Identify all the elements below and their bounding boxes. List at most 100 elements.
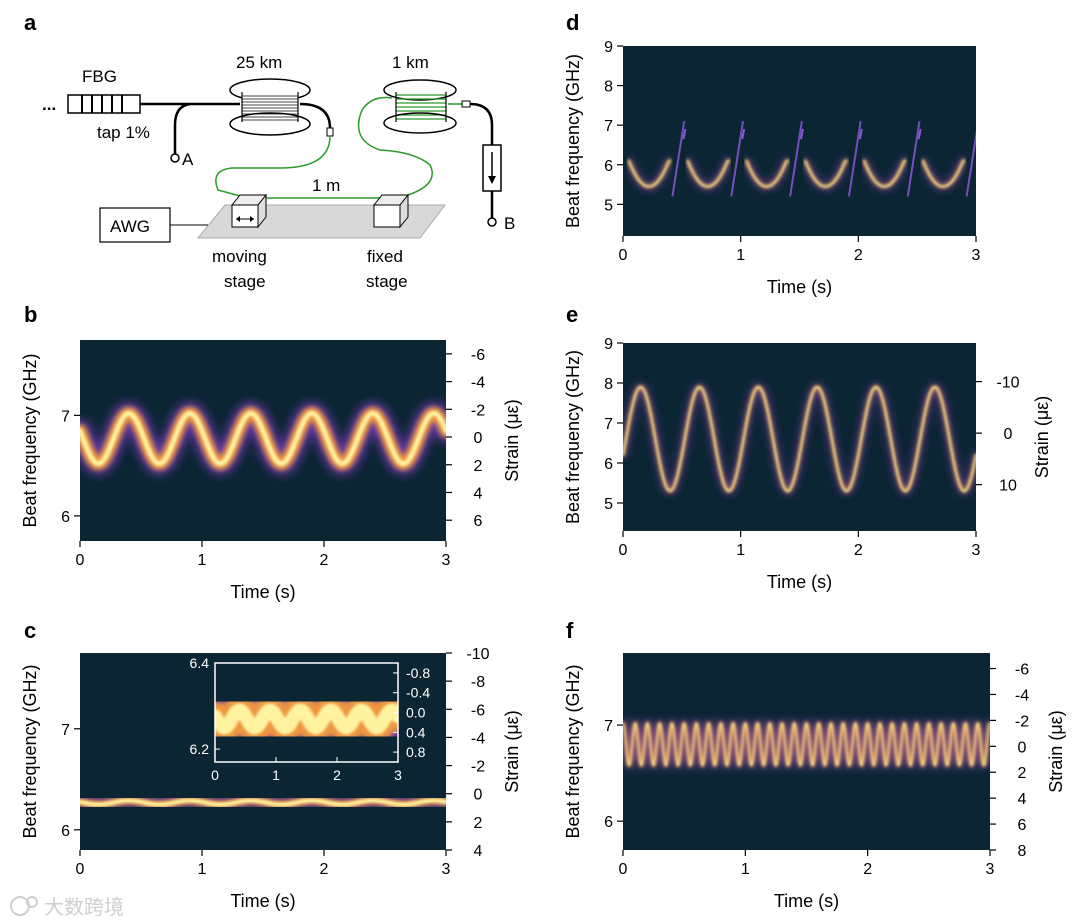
moving-stage-icon (230, 193, 268, 229)
ghost-dash (858, 128, 863, 140)
x-tick-label: 1 (741, 861, 750, 878)
trace-fragment (802, 158, 850, 190)
y-axis-label: Beat frequency (GHz) (563, 350, 583, 524)
strain-axis-label: Strain (με) (1032, 396, 1052, 478)
point-a-icon (170, 153, 180, 163)
x-axis-label: Time (s) (767, 277, 832, 297)
y-tick-label: 7 (61, 722, 70, 739)
trace-e (623, 384, 976, 494)
panel-letter-c: c (24, 618, 36, 643)
trace-fragment (626, 158, 673, 190)
x-tick-label: 0 (619, 247, 628, 264)
x-axis-label: Time (s) (774, 891, 839, 911)
panel-e: e 9 8 7 6 5 0 1 2 3 -10 0 10 Strain (με) Beat frequenc… (563, 302, 1052, 592)
isolator-icon (482, 144, 502, 192)
ghost-dash (741, 128, 746, 140)
y-tick-label: 7 (604, 718, 613, 735)
spool-1km-label: 1 km (392, 53, 429, 72)
inset-x-tick-label: 3 (394, 767, 402, 783)
x-tick-label: 0 (619, 861, 628, 878)
x-tick-label: 2 (320, 861, 329, 878)
strain-axis-label: Strain (με) (502, 710, 522, 792)
strain-tick-label: 0 (1004, 426, 1013, 443)
awg-label: AWG (110, 217, 150, 236)
x-tick-label: 0 (76, 552, 85, 569)
y-axis-label: Beat frequency (GHz) (20, 664, 40, 838)
x-tick-label: 1 (736, 542, 745, 559)
trace-fragment (685, 158, 732, 190)
x-tick-label: 0 (76, 861, 85, 878)
x-axis-label: Time (s) (230, 582, 295, 602)
plot-panels: b 7 6 0 1 2 3 -6 -4 -2 0 2 4 6 Strain (με) Beat frequen… (20, 10, 1066, 911)
y-tick-label: 8 (604, 79, 613, 96)
strain-tick-label: -6 (471, 702, 485, 719)
y-tick-label: 6 (604, 456, 613, 473)
strain-tick-label: 0 (474, 787, 483, 804)
strain-axis-label: Strain (με) (502, 399, 522, 481)
strain-axis-label: Strain (με) (1046, 710, 1066, 792)
strain-tick-label: -4 (1015, 687, 1029, 704)
ghost-dash (917, 128, 922, 140)
strain-tick-label: 4 (1018, 791, 1027, 808)
fixed-stage-label-1: fixed (367, 247, 403, 266)
strain-tick-label: -6 (471, 347, 485, 364)
heatmap-e (623, 384, 976, 494)
heatmap-c (80, 793, 446, 812)
x-tick-label: 0 (619, 542, 628, 559)
inset-strain-tick-label: 0.4 (406, 724, 426, 740)
connector-icon (326, 127, 334, 137)
y-tick-label: 8 (604, 376, 613, 393)
ghost-dash (800, 128, 804, 140)
inset-y-tick-label: 6.2 (190, 741, 210, 757)
x-tick-label: 1 (198, 861, 207, 878)
strain-tick-label: 6 (474, 513, 483, 530)
heatmap-f (623, 719, 990, 770)
y-tick-label: 9 (604, 39, 613, 56)
inset-x-tick-label: 2 (333, 767, 341, 783)
strain-tick-label: -2 (1015, 713, 1029, 730)
panel-letter-b: b (24, 302, 37, 327)
trace-f (623, 719, 990, 770)
strain-tick-label: -2 (471, 402, 485, 419)
inset-strain-tick-label: 0.8 (406, 744, 426, 760)
heatmap-b (80, 402, 446, 475)
connector-2-icon (461, 100, 471, 108)
trace-fragment (920, 158, 967, 190)
y-tick-label: 7 (61, 408, 70, 425)
x-tick-label: 2 (320, 552, 329, 569)
x-tick-label: 3 (442, 552, 451, 569)
inset-strain-tick-label: -0.4 (406, 685, 430, 701)
y-axis-label: Beat frequency (GHz) (20, 353, 40, 527)
panel-letter-e: e (566, 302, 578, 327)
panel-a: a ... FBG A tap 1% 25 km (24, 10, 515, 291)
fixed-stage-label-2: stage (366, 272, 408, 291)
trace-fragment (744, 158, 791, 190)
fbg-icon (67, 94, 141, 114)
inset-strain-tick-label: 0.0 (406, 705, 426, 721)
y-tick-label: 9 (604, 336, 613, 353)
ghost-dash (682, 128, 687, 140)
y-axis-label: Beat frequency (GHz) (563, 664, 583, 838)
inset-x-tick-label: 0 (211, 767, 219, 783)
x-axis-label: Time (s) (767, 572, 832, 592)
fbg-label: FBG (82, 67, 117, 86)
strain-tick-label: 2 (474, 815, 483, 832)
x-tick-label: 3 (972, 247, 981, 264)
ghost-trace (965, 130, 976, 197)
strain-tick-label: -4 (471, 730, 485, 747)
fiber-green-1 (215, 135, 331, 197)
panel-letter-f: f (566, 618, 574, 643)
panel-b: b 7 6 0 1 2 3 -6 -4 -2 0 2 4 6 Strain (με) Beat frequen… (20, 302, 522, 602)
moving-stage-label-1: moving (212, 247, 267, 266)
strain-tick-label: 2 (1018, 765, 1027, 782)
inset-y-tick-label: 6.4 (190, 655, 210, 671)
strain-tick-label: -8 (471, 674, 485, 691)
strain-tick-label: 8 (1018, 843, 1027, 860)
strain-tick-label: -2 (471, 759, 485, 776)
tap-label: tap 1% (97, 123, 150, 142)
ghost-trace (847, 121, 862, 197)
panel-d: d 9 8 7 6 5 0 1 2 3 Beat frequency (GHz) Time (s) (563, 10, 981, 297)
inset-trace (215, 683, 398, 755)
moving-stage-label-2: stage (224, 272, 266, 291)
strain-tick-label: 4 (474, 843, 483, 860)
